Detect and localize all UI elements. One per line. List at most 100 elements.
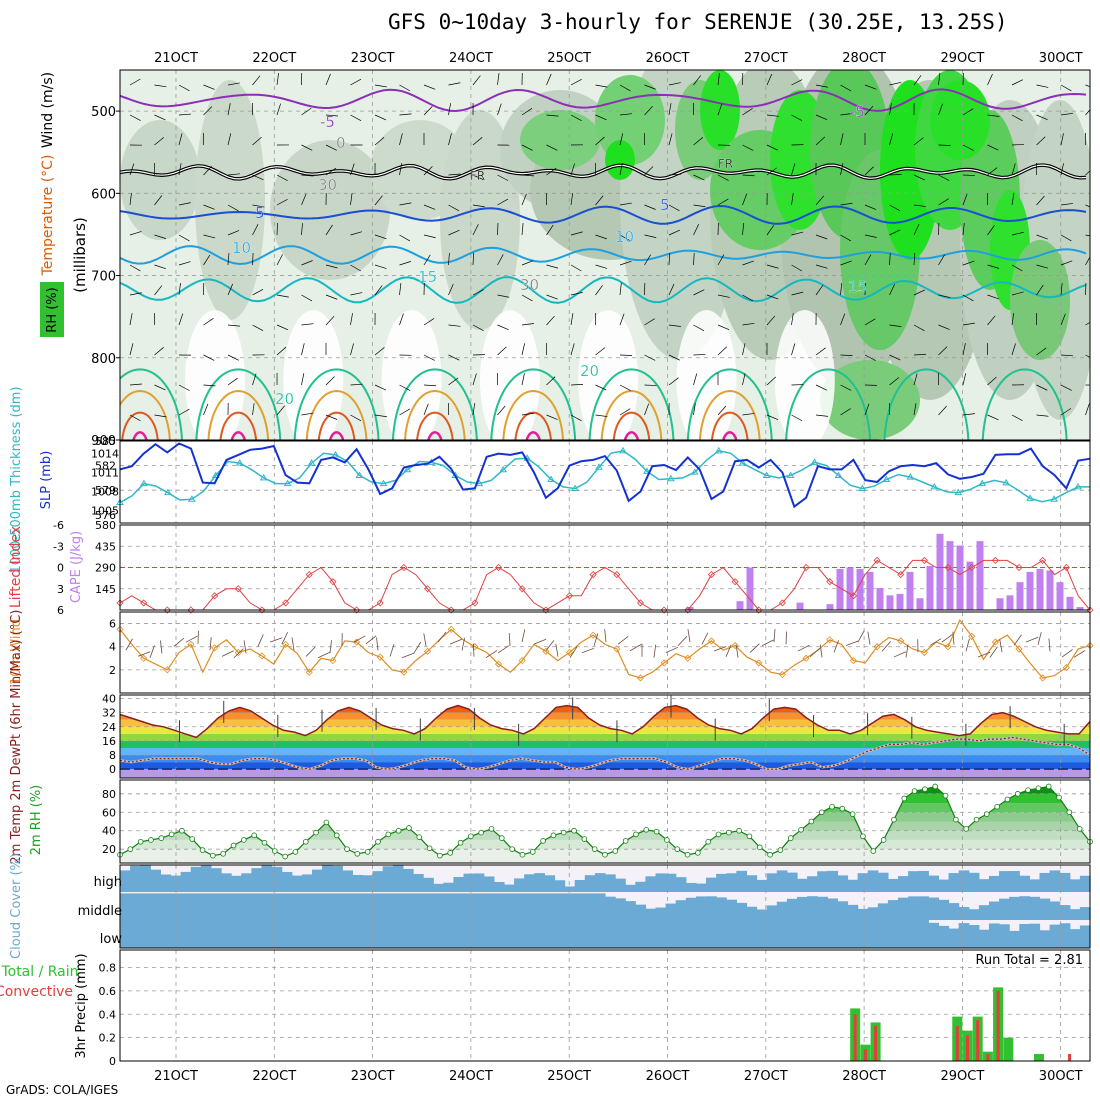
wind-barb <box>893 651 907 658</box>
wind-barb <box>962 223 965 236</box>
cloud-bar <box>342 870 353 892</box>
wind-barb <box>742 144 754 151</box>
li-marker <box>234 585 242 593</box>
wind-barb <box>209 637 212 651</box>
cloud-bar <box>695 920 707 948</box>
rh-marker <box>777 847 784 853</box>
wind-barb <box>227 133 232 146</box>
wind-barb <box>987 167 998 176</box>
rh-marker <box>1045 783 1052 790</box>
wind-barb <box>497 294 510 298</box>
rh-blob <box>440 110 520 330</box>
wind-barb <box>889 103 892 116</box>
cloud-bar <box>463 893 475 920</box>
wind-marker <box>731 641 739 650</box>
rh-moist-blob <box>605 140 635 180</box>
thickness-marker <box>499 465 508 473</box>
precip-conv-bar <box>874 1025 878 1061</box>
side-label-total: Total / Rain <box>0 964 78 980</box>
cloud-bar <box>938 925 950 948</box>
temp-line <box>119 704 1091 739</box>
cloud-bar <box>231 875 242 892</box>
rh-dry-blob <box>774 310 835 440</box>
wind-barb <box>472 289 484 296</box>
wind-barb <box>693 224 700 236</box>
wind-barb <box>497 405 506 416</box>
li-marker <box>802 563 810 572</box>
contour-label: FR <box>718 157 733 171</box>
wind-barb <box>717 198 729 206</box>
wind-marker <box>565 648 574 657</box>
rh-marker <box>715 831 722 838</box>
wind-barb <box>1085 84 1090 87</box>
cloud-bar <box>291 875 303 892</box>
x-tick-label-bottom: 22OCT <box>252 1069 296 1084</box>
x-tick-label-top: 26OCT <box>646 51 690 66</box>
cloud-bar <box>1009 930 1020 948</box>
wind-barb <box>864 354 876 361</box>
cloud-bar <box>685 897 697 920</box>
wind-barb <box>962 174 976 176</box>
wind-marker <box>991 638 999 646</box>
wind-barb <box>749 643 760 653</box>
wind-barb <box>1025 636 1039 643</box>
rh-dry-blob <box>479 310 540 440</box>
thickness-marker <box>547 475 555 483</box>
wind-barb <box>129 231 142 236</box>
cloud-bar <box>908 920 919 948</box>
y-tick-label-right: 580 <box>95 519 116 532</box>
cloud-bar <box>140 920 151 948</box>
wind-barb <box>665 646 679 654</box>
wind-marker <box>376 653 384 661</box>
wind-barb <box>791 114 803 122</box>
wind-barb <box>276 198 288 206</box>
wind-barb <box>693 289 705 296</box>
cloud-bar <box>210 868 222 892</box>
wind-barb <box>1060 260 1073 266</box>
wind-barb <box>546 167 557 176</box>
wind-barb <box>1011 114 1023 122</box>
contour-15 <box>120 276 1087 304</box>
wind-barb <box>840 384 852 391</box>
wind-barb <box>815 195 825 206</box>
contour-label: 5 <box>660 196 670 214</box>
cloud-bar <box>332 920 343 948</box>
wind-barb <box>644 318 655 326</box>
cloud-bar <box>817 896 828 920</box>
cloud-bar <box>887 878 899 892</box>
wind-barb <box>569 646 578 658</box>
cloud-bar <box>695 883 707 892</box>
wind-barb <box>1060 133 1064 146</box>
cloud-bar <box>605 874 616 892</box>
li-marker <box>329 578 337 586</box>
cloud-bar <box>1029 896 1041 920</box>
x-tick-label-bottom: 24OCT <box>449 1069 493 1084</box>
wind-marker <box>258 652 266 660</box>
thickness-marker <box>882 475 891 483</box>
wind-barb <box>173 637 185 647</box>
wind-barb <box>233 648 244 659</box>
cloud-bar <box>594 893 606 920</box>
cloud-bar <box>685 920 697 948</box>
rh-marker <box>292 849 299 855</box>
cloud-bar <box>271 893 283 920</box>
cloud-bar <box>1069 879 1081 892</box>
wind-barb <box>644 354 656 361</box>
rh-moist-blob <box>820 360 920 440</box>
contour-30-dome <box>514 411 553 440</box>
rh-marker <box>581 836 588 842</box>
cloud-bar <box>635 920 647 948</box>
wind-marker <box>305 668 313 676</box>
wind-barb <box>449 638 463 645</box>
wind-barb <box>423 318 435 326</box>
wind-barb <box>929 638 942 646</box>
panel-rh2m <box>119 779 1091 864</box>
cloud-bar <box>766 905 778 920</box>
wind-barb <box>129 264 141 272</box>
wind-barb <box>701 632 709 645</box>
thickness-marker <box>283 479 292 487</box>
x-tick-label-top: 29OCT <box>941 51 985 66</box>
cloud-bar <box>493 920 505 948</box>
wind-barb <box>203 166 212 176</box>
wind-marker <box>660 659 668 667</box>
